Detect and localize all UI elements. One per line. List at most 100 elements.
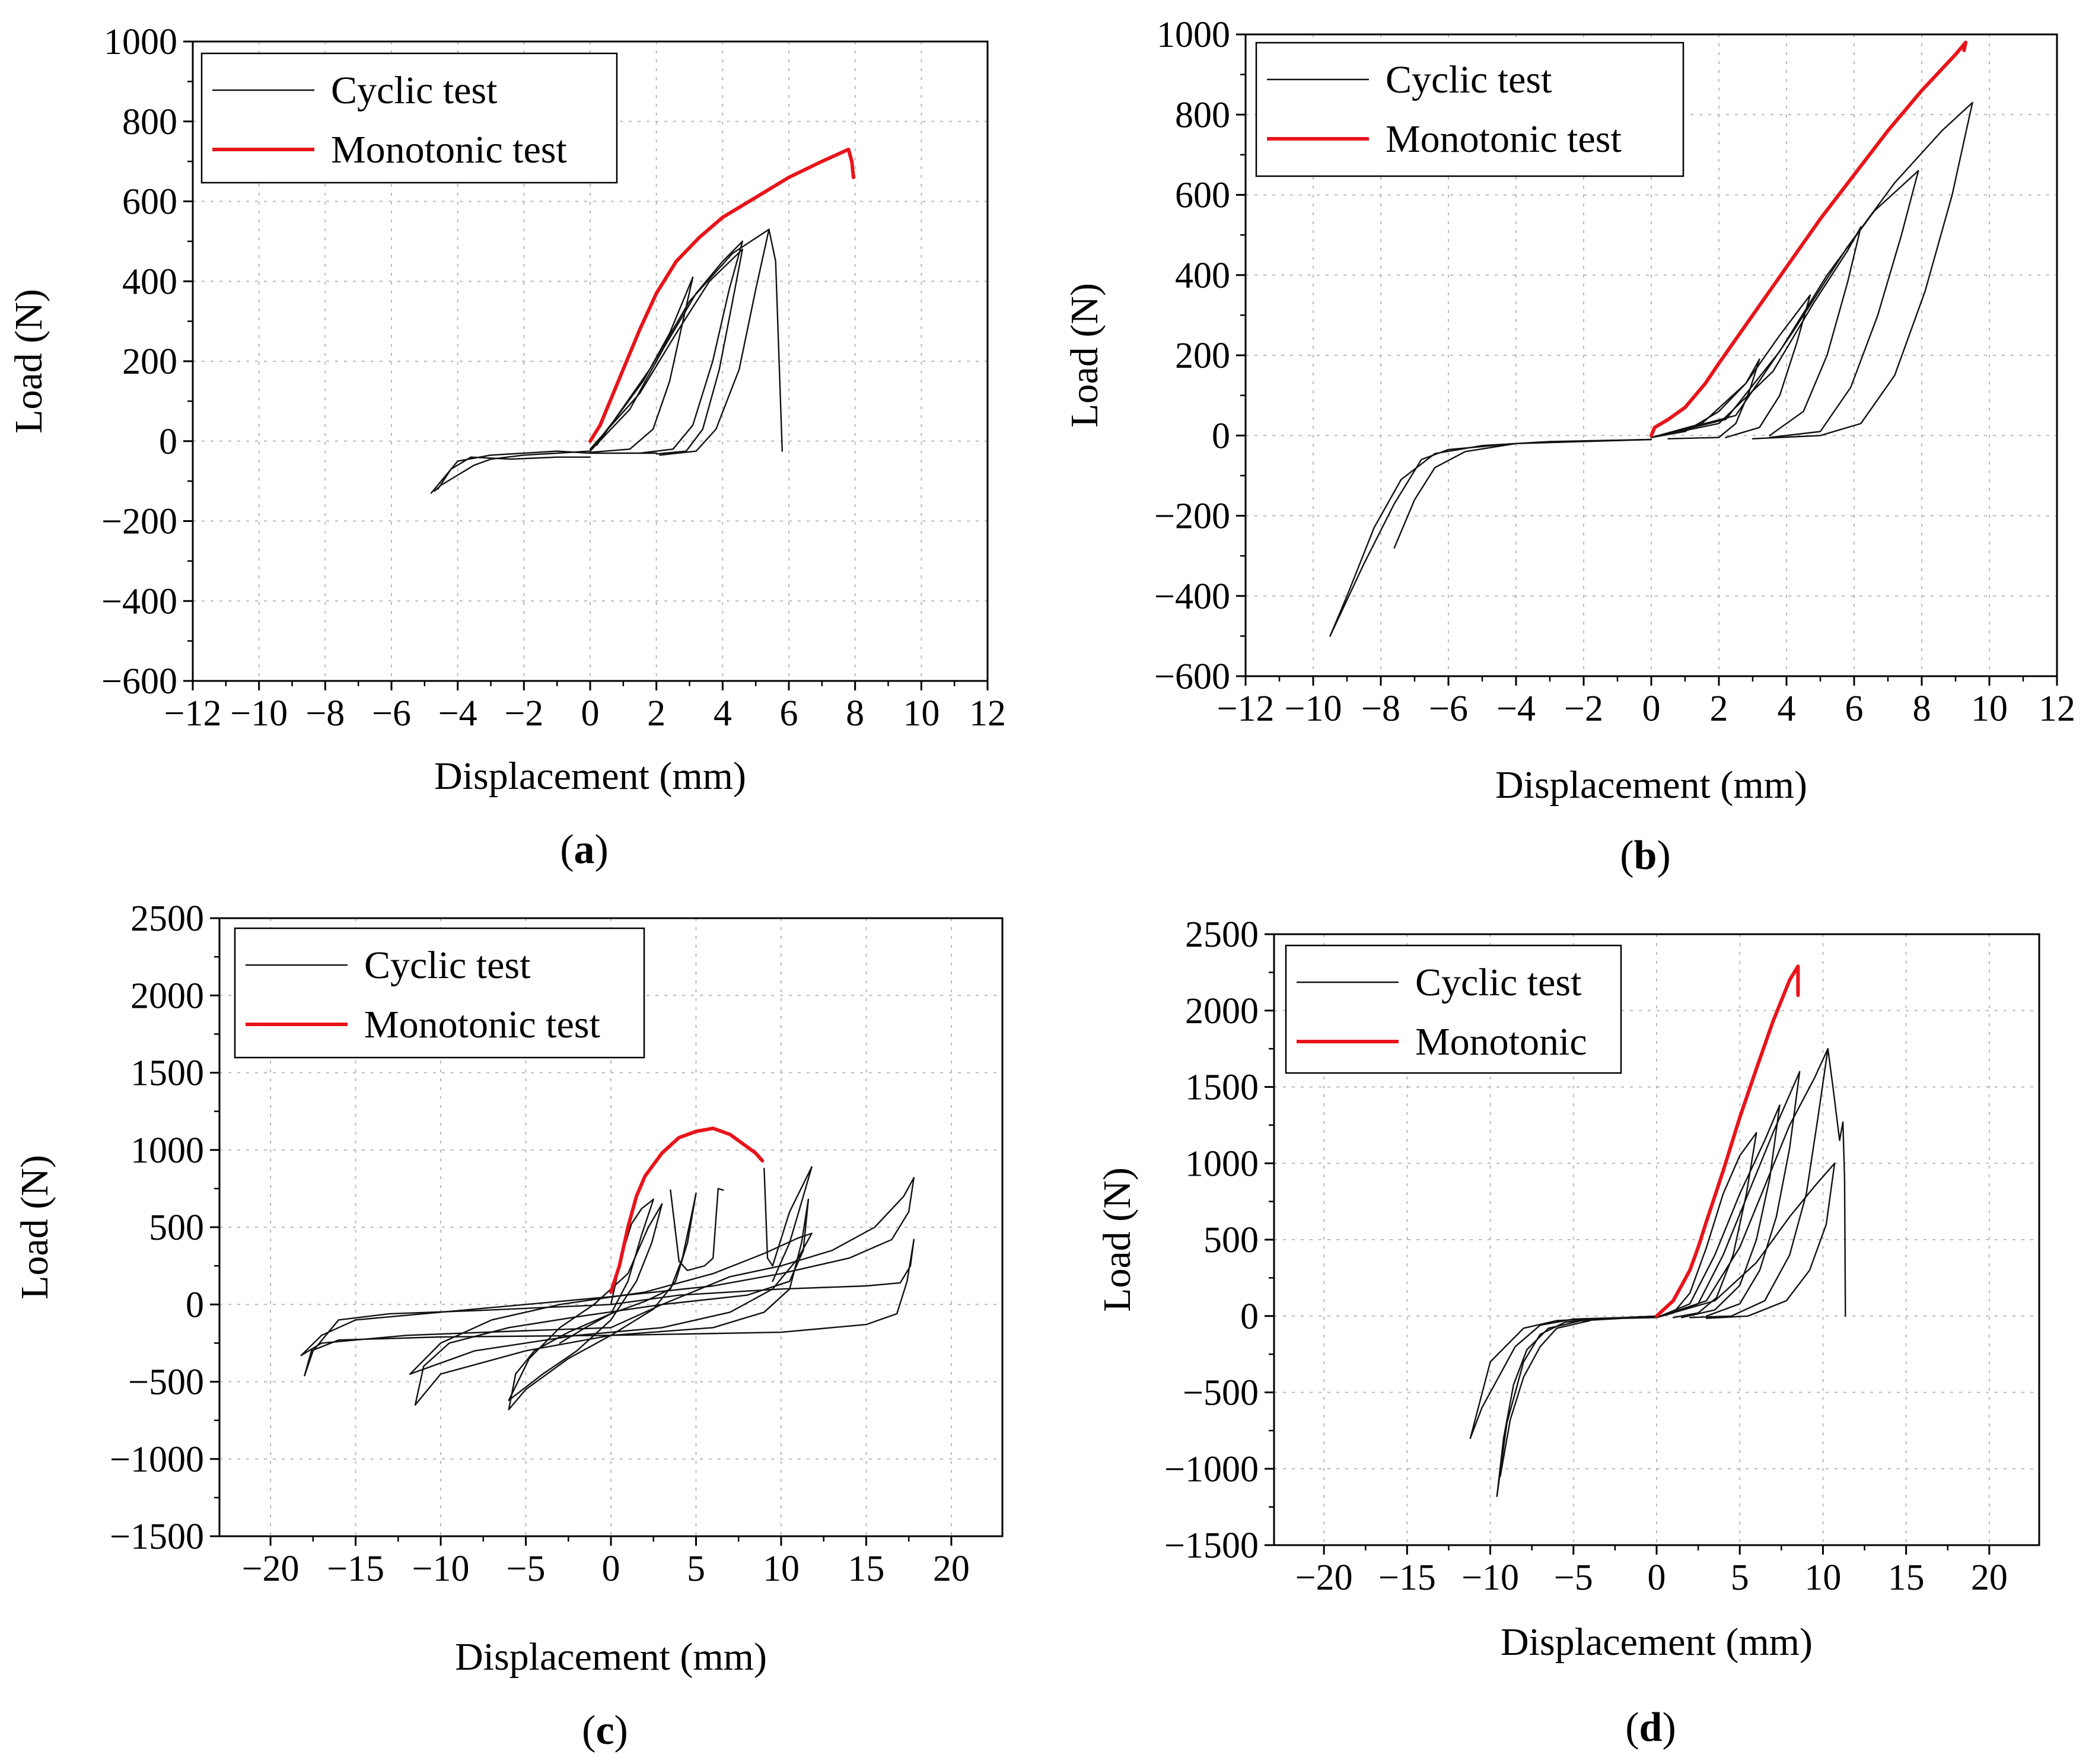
monotonic-curve: [588, 147, 855, 443]
y-tick-label: 500: [149, 1208, 204, 1248]
cyclic-curve: [1667, 358, 1760, 440]
y-tick-label: −200: [101, 502, 177, 542]
x-axis-title: Displacement (mm): [1495, 763, 1807, 807]
legend: Cyclic test Monotonic: [1285, 944, 1622, 1074]
y-tick-label: −1500: [110, 1517, 204, 1557]
panel-b: −12 −10 −8 −6 −4 −2 0 2 4 6 8 10 12 −600 −400 −200 0 200 4…: [1063, 15, 2075, 878]
panel-d: −20 −15 −10 −5 0 5 10 15 20 −1500 −1000 −500 0 500 100…: [1096, 915, 2040, 1750]
x-tick-label: −12: [1217, 689, 1275, 729]
cyclic-curve: [1650, 101, 1973, 438]
x-tick-label: 8: [846, 693, 864, 734]
legend: Cyclic test Monotonic test: [200, 52, 618, 184]
x-tick-label: 10: [1971, 689, 2008, 729]
x-tick-label: −2: [504, 693, 543, 734]
y-tick-label: 400: [122, 262, 177, 302]
cyclic-curve: [1496, 1317, 1658, 1497]
y-tick-label: 800: [122, 102, 177, 142]
cyclic-curve: [434, 450, 591, 492]
panel-caption: (c): [582, 1708, 628, 1753]
cyclic-curve: [596, 228, 784, 452]
y-tick-label: −1000: [110, 1440, 204, 1480]
y-tick-label: 800: [1175, 95, 1230, 135]
x-tick-label: 10: [903, 693, 940, 734]
x-tick-label: −6: [372, 693, 411, 734]
panel-c: −20 −15 −10 −5 0 5 10 15 20 −1500 −1000 −500 0 500 100…: [13, 899, 1004, 1753]
cyclic-curve: [659, 228, 770, 456]
cyclic-curve: [589, 249, 744, 450]
cyclic-curve: [670, 1187, 724, 1272]
plot-area: [1469, 964, 1846, 1497]
y-tick-label: 0: [1212, 416, 1230, 456]
x-tick-label: −15: [327, 1549, 384, 1589]
x-tick-label: −8: [1361, 689, 1400, 729]
x-tick-label: 10: [1804, 1558, 1841, 1598]
y-axis-title: Load (N): [1063, 283, 1106, 428]
x-tick-label: 2: [647, 693, 665, 734]
y-axis-title: Load (N): [13, 1155, 56, 1300]
x-tick-label: −20: [1295, 1558, 1353, 1598]
monotonic-series: [1655, 964, 1800, 1318]
cyclic-curve: [508, 1203, 663, 1402]
cyclic-curve: [1496, 1316, 1658, 1497]
cyclic-curve: [508, 1192, 697, 1410]
cyclic-curve: [1650, 170, 1919, 438]
y-tick-label: 2000: [130, 976, 204, 1016]
x-tick-label: 8: [1913, 689, 1931, 729]
cyclic-curve: [1393, 442, 1517, 549]
x-tick-label: 20: [1971, 1558, 2008, 1598]
y-tick-label: 1000: [1157, 15, 1230, 55]
y-tick-label: 2500: [1185, 915, 1259, 955]
monotonic-series: [1649, 40, 1968, 438]
cyclic-curve: [1705, 1163, 1836, 1319]
cyclic-curve: [772, 1166, 813, 1282]
cyclic-curve: [1752, 101, 1973, 440]
legend-box: [1255, 42, 1684, 177]
y-tick-label: 500: [1203, 1220, 1259, 1260]
y-tick-label: −1000: [1164, 1449, 1259, 1489]
cyclic-curve: [1650, 226, 1862, 438]
y-tick-label: 1000: [130, 1131, 204, 1171]
y-tick-label: −500: [128, 1362, 204, 1403]
cyclic-curve: [1469, 1315, 1658, 1440]
cyclic-series: [300, 1166, 915, 1410]
x-tick-label: −10: [1285, 689, 1342, 729]
monotonic-curve: [1649, 40, 1968, 438]
legend-box: [200, 52, 618, 184]
y-tick-label: −400: [1154, 577, 1230, 617]
x-tick-label: 12: [2039, 689, 2075, 729]
cyclic-curve: [559, 1198, 654, 1344]
x-tick-label: −5: [1554, 1558, 1593, 1598]
x-tick-label: 2: [1710, 689, 1728, 729]
y-tick-label: −1500: [1164, 1526, 1259, 1566]
cyclic-curve: [1499, 1320, 1591, 1478]
x-tick-label: 4: [1778, 689, 1796, 729]
legend-label: Cyclic test: [1386, 58, 1552, 101]
x-tick-label: 10: [763, 1549, 800, 1589]
cyclic-series: [1469, 1047, 1846, 1497]
x-tick-label: 15: [1888, 1558, 1925, 1598]
cyclic-series: [430, 228, 784, 494]
y-tick-label: −500: [1183, 1373, 1259, 1413]
panel-a: −12 −10 −8 −6 −4 −2 0 2 4 6 8 10 12 −600 −400 −200 0 200 4…: [7, 22, 1006, 873]
y-tick-label: 0: [159, 422, 177, 462]
x-tick-label: 0: [1642, 689, 1661, 729]
y-tick-label: −400: [101, 581, 177, 622]
y-tick-label: 2000: [1185, 991, 1259, 1031]
cyclic-curve: [1827, 1047, 1846, 1317]
y-tick-label: 600: [122, 182, 177, 222]
x-tick-label: 5: [1731, 1558, 1749, 1598]
ticks: −12 −10 −8 −6 −4 −2 0 2 4 6 8 10 12 −600 −400 −200 0 200 4…: [1154, 15, 2075, 729]
plot-area: [300, 1126, 915, 1410]
y-tick-label: 0: [186, 1285, 204, 1325]
cyclic-curve: [1689, 1047, 1829, 1319]
legend-label: Cyclic test: [1415, 961, 1581, 1004]
cyclic-curve: [409, 1233, 813, 1375]
x-tick-label: 6: [1845, 689, 1864, 729]
grid-lines: [1246, 34, 2057, 676]
y-tick-label: −600: [101, 661, 177, 702]
x-axis-title: Displacement (mm): [434, 754, 746, 798]
cyclic-curve: [589, 276, 694, 452]
monotonic-curve: [609, 1126, 765, 1294]
cyclic-curve: [1329, 438, 1652, 637]
